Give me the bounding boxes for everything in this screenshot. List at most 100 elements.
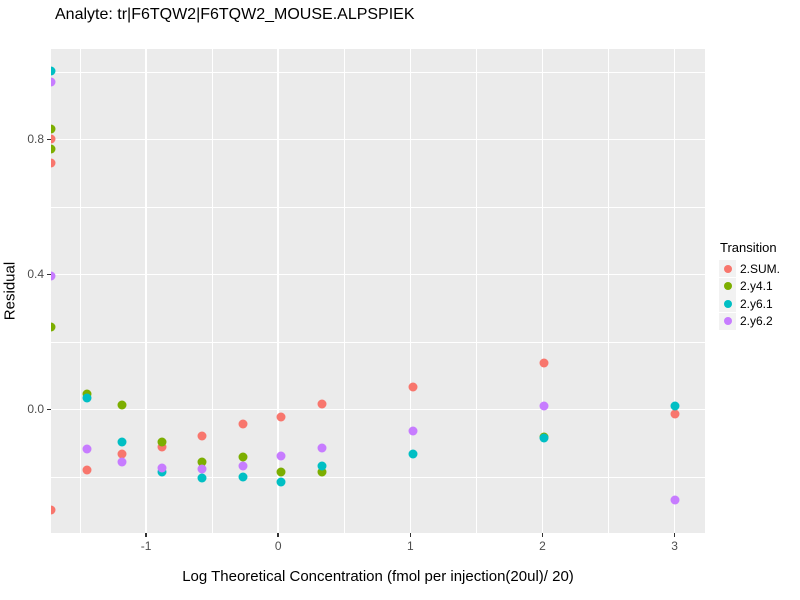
gridline-y-minor [51,71,705,73]
legend-item: 2.SUM. [719,260,780,278]
data-point [276,467,286,477]
data-point [51,271,56,281]
data-point [82,393,92,403]
legend-item: 2.y6.1 [719,295,780,313]
data-point [51,124,56,134]
x-tick-label: 1 [407,539,414,553]
data-point [51,505,56,515]
x-axis-tick [409,533,412,537]
gridline-y-major [51,138,705,141]
data-point [117,457,127,467]
legend-dot-icon [723,264,732,273]
legend-item: 2.y6.2 [719,312,780,331]
chart-title: Analyte: tr|F6TQW2|F6TQW2_MOUSE.ALPSPIEK [55,6,415,23]
data-point [408,449,418,459]
data-point [117,437,127,447]
data-point [317,443,327,453]
gridline-x-major [409,49,412,533]
data-point [539,358,549,368]
gridline-x-major [673,49,676,533]
gridline-x-minor [211,49,213,533]
data-point [51,144,56,154]
data-point [670,409,680,419]
gridline-x-minor [79,49,81,533]
gridline-y-major [51,273,705,276]
legend-item-label: 2.SUM. [740,261,781,276]
data-point [51,158,56,168]
legend-rows: 2.SUM. 2.y4.1 2.y6.1 2.y6.2 [719,260,780,330]
data-point [670,495,680,505]
legend-key [719,312,736,330]
legend-item-label: 2.y4.1 [740,279,773,294]
data-point [317,467,327,477]
gridline-x-minor [476,49,477,533]
data-point [408,426,418,436]
data-point [539,433,549,443]
legend-item-label: 2.y6.2 [740,314,773,329]
gridline-y-minor [51,341,705,343]
data-point [276,451,286,461]
y-axis-tick [47,408,51,411]
data-point [197,431,207,441]
gridline-y-major [51,408,705,411]
data-point [197,473,207,483]
data-point [51,66,56,76]
data-point [117,449,127,459]
legend-title: Transition [720,240,777,255]
data-point [317,461,327,471]
gridline-x-minor [608,49,609,533]
x-axis-title: Log Theoretical Concentration (fmol per … [182,568,574,585]
legend-key [719,260,736,278]
data-point [157,463,167,473]
legend-dot-icon [723,299,732,308]
x-axis-tick [541,533,544,537]
data-point [82,465,92,475]
gridline-y-minor [51,206,705,208]
gridline-x-minor [343,49,345,533]
data-point [408,382,418,392]
data-point [51,77,56,87]
data-point [157,442,167,452]
x-axis-tick [277,533,279,537]
x-tick-label: 2 [539,539,546,553]
data-point [317,399,327,409]
data-point [276,412,286,422]
data-point [197,457,207,467]
y-tick-label: 0.4 [27,267,44,282]
data-point [197,464,207,474]
y-tick-label: 0.0 [27,402,44,417]
gridline-y-minor [51,476,705,478]
data-point [276,477,286,487]
data-point [238,472,248,482]
x-tick-label: 0 [274,539,282,553]
plot-panel [51,49,705,533]
y-axis-title: Residual [1,261,19,321]
data-point [82,444,92,454]
gridline-x-major [277,49,279,533]
data-point [51,322,56,332]
legend: Transition 2.SUM. 2.y4.1 2.y6.1 2.y6.2 [719,240,780,330]
y-axis-tick [47,138,51,141]
y-tick-label: 0.8 [27,132,44,147]
data-point [539,401,549,411]
data-point [238,419,248,429]
x-tick-label: 3 [671,539,678,553]
y-axis-tick [47,273,51,276]
data-point [238,452,248,462]
gridline-x-major [145,49,147,533]
data-point [51,134,56,144]
data-point [157,437,167,447]
legend-dot-icon [723,282,732,291]
data-point [238,461,248,471]
legend-key [719,295,736,313]
data-point [670,401,680,411]
data-point [117,400,127,410]
legend-item-label: 2.y6.1 [740,296,773,311]
x-tick-label: -1 [140,539,152,553]
x-axis-tick [145,533,147,537]
legend-dot-icon [723,317,732,326]
legend-item: 2.y4.1 [719,277,780,296]
gridline-x-major [541,49,544,533]
legend-key [719,277,736,295]
